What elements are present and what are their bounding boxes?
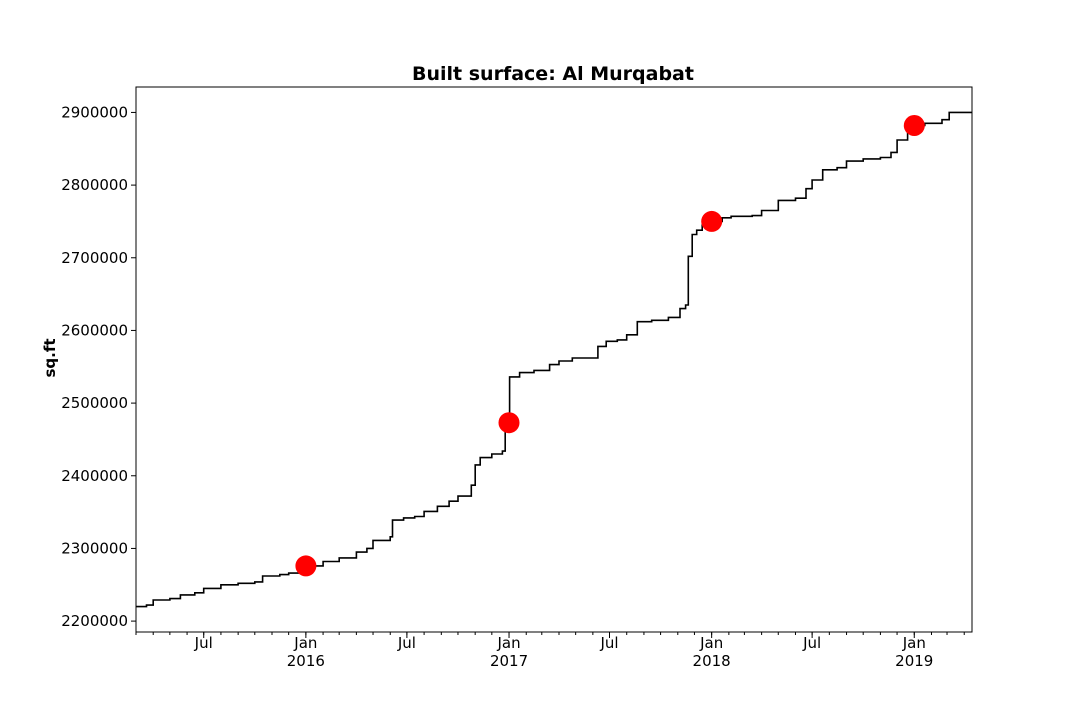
marker-point-3 xyxy=(903,115,925,136)
y-axis-label: sq.ft xyxy=(41,338,59,377)
y-axis-ticks: 2200000 2300000 2400000 2500000 2600000 27000… xyxy=(61,103,136,630)
series-line-0 xyxy=(136,111,972,608)
y-tick-label: 2800000 xyxy=(61,176,128,194)
marker-point-1 xyxy=(498,412,520,434)
marker-point-2 xyxy=(701,210,723,232)
y-tick-label: 2300000 xyxy=(61,539,128,557)
x-tick-label: Jan xyxy=(496,634,520,652)
x-tick-label: Jan xyxy=(902,634,926,652)
y-tick-label: 2600000 xyxy=(61,321,128,339)
marker-layer xyxy=(295,115,925,577)
x-tick-year-label: 2018 xyxy=(693,652,731,670)
x-tick-label: Jul xyxy=(802,634,821,652)
y-tick-label: 2500000 xyxy=(61,394,128,412)
x-tick-year-label: 2016 xyxy=(287,652,325,670)
y-tick-label: 2200000 xyxy=(61,612,128,630)
plot-frame xyxy=(135,86,973,633)
x-tick-label: Jan xyxy=(699,634,723,652)
x-tick-year-label: 2019 xyxy=(895,652,933,670)
y-tick-label: 2900000 xyxy=(61,103,128,121)
marker-point-0 xyxy=(295,555,317,577)
chart-title: Built surface: Al Murqabat xyxy=(412,63,694,85)
y-tick-label: 2400000 xyxy=(61,467,128,485)
y-tick-label: 2700000 xyxy=(61,249,128,267)
series-layer xyxy=(136,111,972,608)
x-tick-label: Jan xyxy=(293,634,317,652)
x-tick-year-label: 2017 xyxy=(490,652,528,670)
x-tick-label: Jul xyxy=(194,634,213,652)
x-tick-label: Jul xyxy=(599,634,618,652)
x-tick-label: Jul xyxy=(397,634,416,652)
